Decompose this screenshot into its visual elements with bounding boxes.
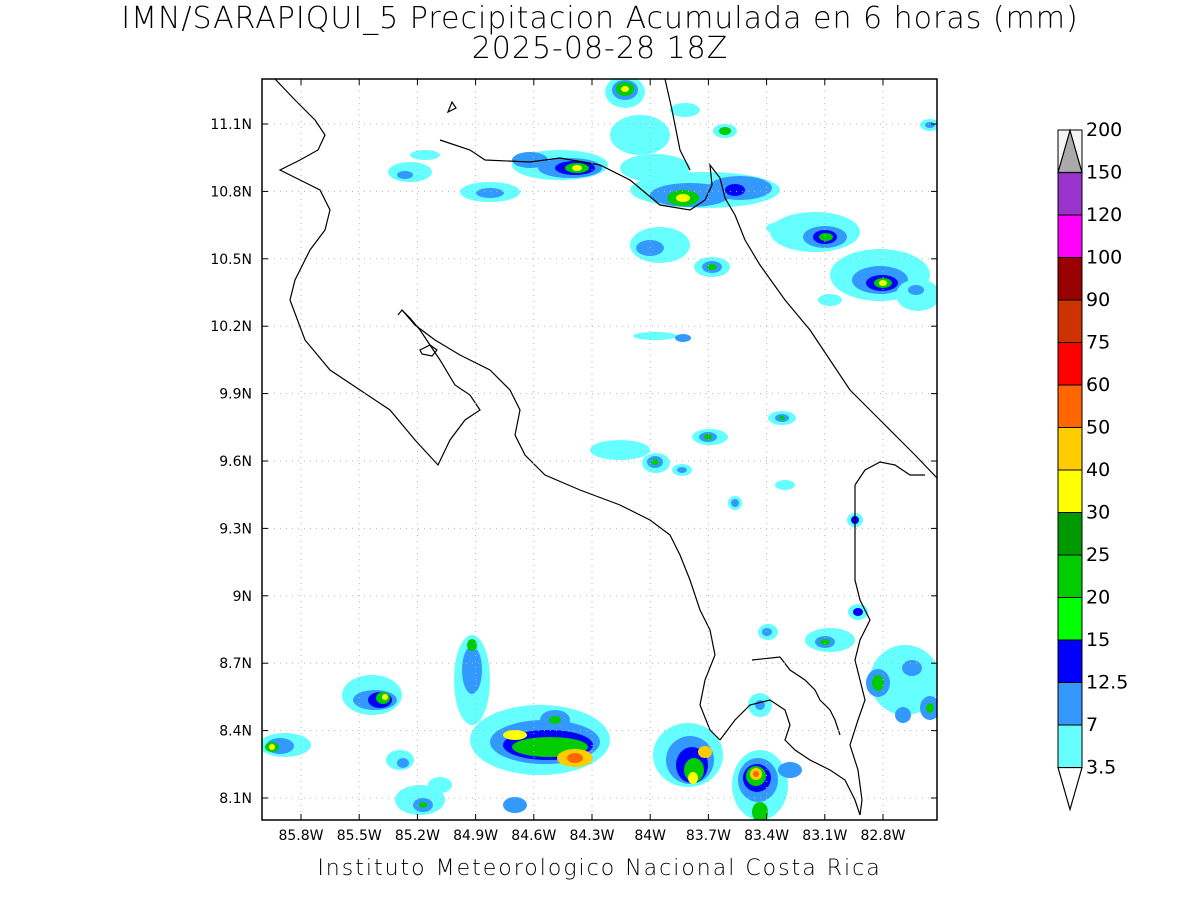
lon-tick-label: 84.6W [511, 828, 556, 844]
colorbar-label: 12.5 [1086, 672, 1128, 694]
colorbar-swatch [1057, 639, 1083, 683]
colorbar-swatch [1057, 597, 1083, 641]
osa-peninsula-coast [719, 699, 861, 816]
rain-cell [732, 693, 802, 820]
colorbar-label: 200 [1086, 119, 1122, 141]
colorbar-swatch [1057, 172, 1083, 216]
lat-tick-label: 10.5N [210, 252, 252, 268]
lat-tick-label: 9.9N [219, 387, 252, 403]
rain-cell [670, 103, 737, 138]
latitude-labels: 11.1N 10.8N 10.5N 10.2N 9.9N 9.6N 9.3N 9N 8.7N 8.… [210, 117, 937, 807]
colorbar-label: 7 [1086, 714, 1098, 736]
colorbar-swatch [1057, 469, 1083, 513]
lon-tick-label: 83.7W [686, 828, 731, 844]
colorbar-label: 3.5 [1086, 757, 1116, 779]
caribbean-coast [744, 239, 937, 479]
colorbar-label: 75 [1086, 332, 1110, 354]
colorbar-label: 90 [1086, 289, 1110, 311]
nicoya-gulf-coast [401, 309, 721, 741]
map-title: IMN/SARAPIQUI_5 Precipitacion Acumulada … [121, 1, 1079, 36]
colorbar-swatch [1057, 427, 1083, 471]
colorbar-label: 30 [1086, 502, 1110, 524]
precipitation-field [262, 79, 937, 820]
lon-tick-label: 82.8W [860, 828, 905, 844]
colorbar-swatch [1057, 299, 1083, 343]
lon-tick-label: 84W [634, 828, 666, 844]
rain-cell [610, 115, 690, 182]
lat-tick-label: 8.1N [219, 791, 252, 807]
golfo-dulce-coast [751, 656, 841, 736]
lat-tick-label: 9N [233, 589, 252, 605]
rain-cell [653, 723, 723, 787]
lon-tick-label: 84.3W [569, 828, 614, 844]
colorbar-label: 15 [1086, 629, 1110, 651]
panama-north-coast [854, 461, 925, 486]
rain-cell [454, 635, 610, 775]
lat-tick-label: 9.3N [219, 521, 252, 537]
colorbar-upper-extend [1057, 128, 1083, 174]
colorbar-label: 60 [1086, 374, 1110, 396]
rain-cell [342, 675, 402, 715]
colorbar-label: 100 [1086, 247, 1122, 269]
lon-tick-label: 83.1W [802, 828, 847, 844]
lon-tick-label: 85.8W [278, 828, 323, 844]
colorbar-label: 50 [1086, 417, 1110, 439]
caribbean-island [446, 100, 457, 114]
rain-cell [590, 332, 863, 640]
panama-border [849, 485, 871, 816]
colorbar-label: 20 [1086, 587, 1110, 609]
lat-tick-label: 10.8N [210, 184, 252, 200]
lat-tick-label: 8.7N [219, 656, 252, 672]
nicoya-island [419, 344, 438, 357]
map-subtitle-date: 2025-08-28 18Z [471, 31, 729, 66]
colorbar-swatch [1057, 257, 1083, 301]
colorbar-label: 150 [1086, 162, 1122, 184]
rain-cell [388, 150, 548, 202]
longitude-labels: 85.8W 85.5W 85.2W 84.9W 84.6W 84.3W 84W 83.7W 83… [278, 79, 906, 844]
lon-tick-label: 83.4W [744, 828, 789, 844]
nicaragua-border [439, 139, 746, 241]
colorbar-swatch [1057, 384, 1083, 428]
colorbar-swatch [1057, 342, 1083, 386]
lon-tick-label: 85.2W [395, 828, 440, 844]
rain-cell [805, 604, 937, 723]
rain-cell [386, 750, 527, 815]
lat-tick-label: 11.1N [210, 117, 252, 133]
colorbar-swatch [1057, 682, 1083, 726]
colorbar-legend: 3.5 7 12.5 15 20 25 30 40 50 60 75 90 100 120 150 200 [1057, 119, 1128, 812]
rain-cell [262, 733, 311, 757]
colorbar-swatch [1057, 512, 1083, 556]
rain-cell [630, 227, 730, 277]
nicaragua-north-coast [664, 79, 691, 171]
colorbar-swatch [1057, 724, 1083, 768]
lat-tick-label: 8.4N [219, 724, 252, 740]
colorbar-lower-extend [1057, 766, 1083, 812]
colorbar-label: 40 [1086, 459, 1110, 481]
rain-cell [630, 172, 780, 208]
colorbar-swatch [1057, 554, 1083, 598]
colorbar-swatch [1057, 214, 1083, 258]
colorbar-label: 120 [1086, 204, 1122, 226]
lon-tick-label: 85.5W [337, 828, 382, 844]
lat-tick-label: 9.6N [219, 454, 252, 470]
rain-cell [605, 79, 645, 108]
coastline-borders [274, 79, 937, 816]
lon-tick-label: 84.9W [453, 828, 498, 844]
colorbar-label: 25 [1086, 544, 1110, 566]
lat-tick-label: 10.2N [210, 319, 252, 335]
rain-cell [766, 119, 937, 311]
map-frame [261, 78, 938, 821]
footer-credit: Instituto Meteorologico Nacional Costa R… [317, 856, 882, 881]
nicaragua-lake-coast [274, 79, 481, 467]
